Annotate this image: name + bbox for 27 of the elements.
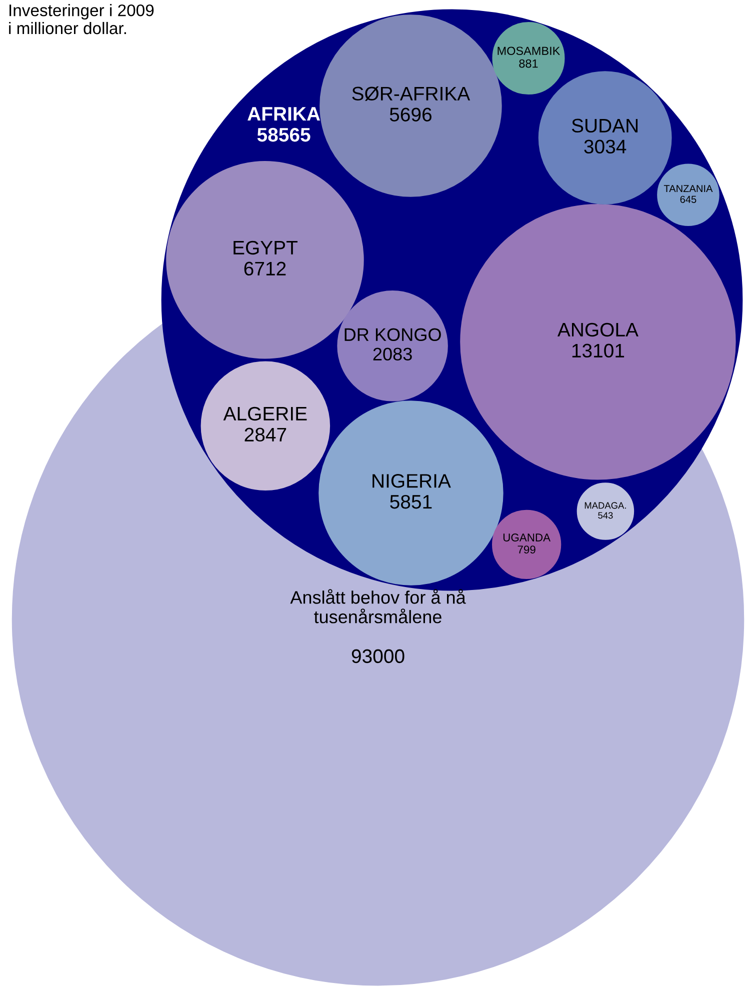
data-label: 58565 [257, 128, 310, 142]
category-label: ANGOLA [557, 322, 638, 337]
category-label: EGYPT [234, 240, 298, 255]
category-label: MOSAMBIK [498, 46, 560, 56]
data-label: 2847 [244, 428, 286, 442]
category-label: ALGERIE [223, 406, 307, 421]
data-label: 645 [680, 196, 696, 203]
data-label: 13101 [572, 344, 624, 358]
data-label: 5851 [390, 494, 432, 509]
text: Investeringer i 2009 i millioner dollar. [9, 4, 154, 34]
category-label: TANZANIA [664, 185, 713, 192]
category-label: DR KONGO [344, 328, 441, 342]
category-label: NIGERIA [372, 474, 451, 488]
data-label: 2083 [373, 348, 412, 360]
category-label: AFRIKA [248, 107, 320, 121]
data-label: 881 [519, 59, 538, 68]
category-label: Anslått behov for å nå tusenårsmålene [290, 589, 466, 624]
category-label: SØR-AFRIKA [352, 86, 470, 101]
data-label: 543 [598, 512, 613, 519]
data-label: 5696 [390, 108, 432, 122]
data-label: 93000 [352, 649, 404, 664]
data-label: 799 [518, 546, 536, 554]
data-label: 6712 [244, 262, 286, 276]
category-label: MADAGA. [584, 502, 626, 509]
category-label: UGANDA [503, 534, 551, 542]
data-label: 3034 [584, 140, 626, 154]
category-label: SUDAN [572, 118, 638, 133]
